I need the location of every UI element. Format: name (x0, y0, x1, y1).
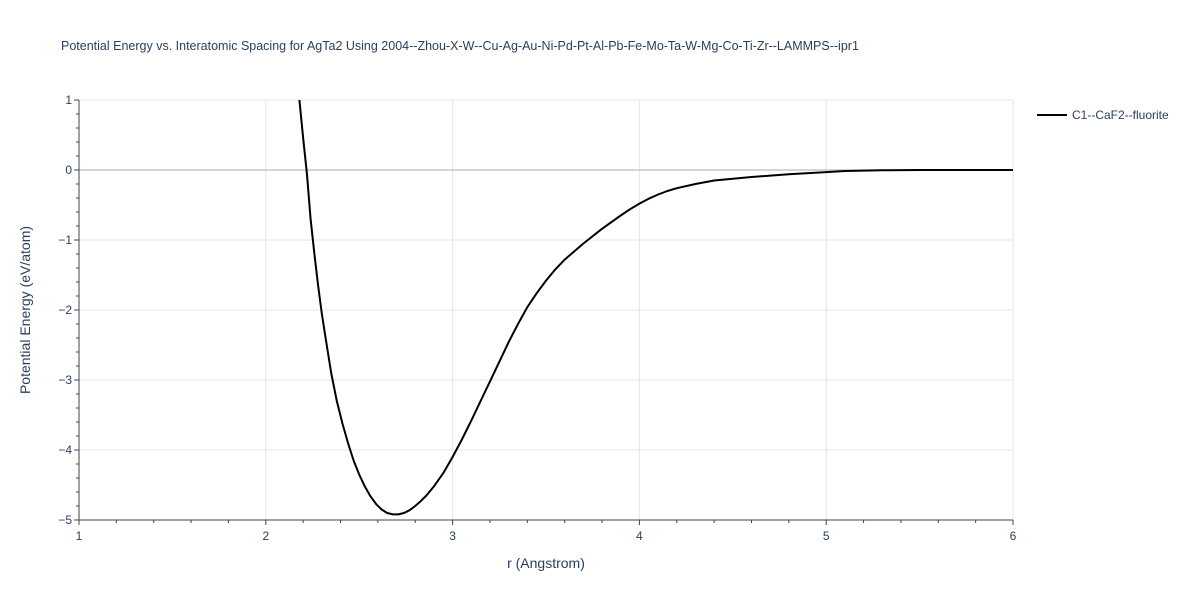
x-tick-label: 5 (823, 529, 830, 543)
ticks: 1 2 3 4 5 6 1 0 −1 −2 −3 −4 −5 (58, 93, 1016, 543)
legend-label: C1--CaF2--fluorite (1072, 108, 1169, 122)
x-tick-label: 3 (449, 529, 456, 543)
grid (79, 99, 1014, 520)
y-tick-label: −3 (58, 373, 72, 387)
y-tick-label: 1 (65, 93, 72, 107)
y-tick-label: −5 (58, 513, 72, 527)
chart-title: Potential Energy vs. Interatomic Spacing… (61, 39, 859, 53)
x-tick-label: 6 (1010, 529, 1017, 543)
y-tick-label: −4 (58, 443, 72, 457)
y-axis-title: Potential Energy (eV/atom) (17, 226, 33, 394)
series-layer (298, 99, 1013, 516)
series-line (298, 99, 1013, 516)
x-tick-label: 2 (262, 529, 269, 543)
y-tick-label: 0 (65, 163, 72, 177)
x-tick-label: 4 (636, 529, 643, 543)
legend[interactable]: C1--CaF2--fluorite (1037, 108, 1169, 122)
x-tick-label: 1 (76, 529, 83, 543)
x-axis-title: r (Angstrom) (507, 555, 585, 571)
y-tick-label: −2 (58, 303, 72, 317)
y-tick-label: −1 (58, 233, 72, 247)
